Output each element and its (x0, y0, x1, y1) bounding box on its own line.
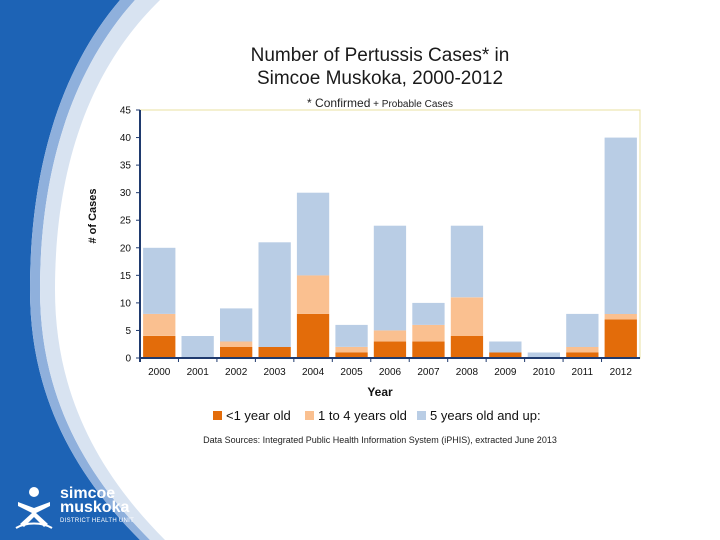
bar-2006-series-2 (373, 225, 407, 331)
y-ticks: 0 5 10 15 20 25 30 35 40 45 (120, 106, 140, 365)
legend: <1 year old 1 to 4 years old 5 years old… (205, 406, 605, 426)
bar-2004-series-1 (296, 275, 330, 314)
bar-2007-series-0 (412, 341, 445, 358)
legend-swatch-under1 (213, 411, 222, 420)
x-tick-label-2009: 2009 (494, 367, 517, 378)
bar-2010-series-2 (527, 352, 560, 358)
logo-unit: DISTRICT HEALTH UNIT (60, 518, 135, 524)
bar-2006-series-0 (373, 341, 407, 358)
x-tick-label-2004: 2004 (302, 367, 325, 378)
simcoe-muskoka-logo: simcoe muskoka DISTRICT HEALTH UNIT (14, 484, 164, 532)
legend-swatch-1to4 (305, 411, 314, 420)
legend-item-under1: <1 year old (213, 408, 291, 423)
legend-label-1to4: 1 to 4 years old (318, 408, 407, 423)
bars (143, 137, 637, 358)
bar-2009-series-2 (489, 341, 522, 353)
x-ticks: 2000 2001 2002 2003 2004 2005 2006 2007 2008 2009… (139, 358, 633, 378)
y-tick-label-20: 20 (120, 243, 132, 254)
data-source-note: Data Sources: Integrated Public Health I… (203, 435, 557, 445)
bar-2007-series-2 (412, 302, 445, 325)
chart-title: Number of Pertussis Cases* in Simcoe Mus… (150, 44, 610, 90)
y-tick-label-25: 25 (120, 216, 132, 227)
bar-2002-series-2 (220, 308, 253, 342)
bar-2011-series-2 (566, 313, 599, 347)
chart-title-line1: Number of Pertussis Cases* in (250, 45, 510, 66)
x-tick-label-2008: 2008 (456, 367, 479, 378)
bar-2000-series-1 (143, 313, 176, 336)
x-tick-label-2012: 2012 (610, 367, 633, 378)
chart-title-line2: Simcoe Muskoka, 2000-2012 (256, 68, 504, 89)
bar-2000-series-0 (143, 336, 176, 358)
bar-2011-series-0 (566, 352, 599, 358)
bar-2001-series-2 (181, 336, 214, 358)
x-tick-label-2000: 2000 (148, 367, 171, 378)
legend-item-5plus: 5 years old and up: (417, 408, 541, 423)
bar-2003-series-2 (258, 242, 291, 347)
y-tick-label-5: 5 (125, 326, 131, 337)
x-tick-label-2003: 2003 (263, 367, 286, 378)
bar-2008-series-0 (450, 336, 484, 358)
y-tick-label-30: 30 (120, 188, 132, 199)
bar-2005-series-2 (335, 324, 368, 347)
y-tick-label-10: 10 (120, 298, 132, 309)
bar-2011-series-1 (566, 347, 599, 353)
bar-2004-series-0 (296, 313, 330, 358)
bar-2007-series-1 (412, 324, 445, 342)
legend-swatch-5plus (417, 411, 426, 420)
bar-2002-series-0 (220, 347, 253, 358)
y-tick-label-15: 15 (120, 271, 132, 282)
bar-2000-series-2 (143, 247, 176, 314)
x-tick-label-2010: 2010 (533, 367, 556, 378)
bar-2012-series-1 (604, 313, 637, 320)
y-tick-label-40: 40 (120, 133, 132, 144)
bar-2006-series-1 (373, 330, 407, 342)
x-tick-label-2007: 2007 (417, 367, 440, 378)
bar-2005-series-1 (335, 347, 368, 353)
bar-2002-series-1 (220, 341, 253, 347)
chart-subtitle: * Confirmed + Probable Cases (250, 96, 510, 110)
bar-2012-series-2 (604, 137, 637, 314)
bar-2008-series-1 (450, 297, 484, 336)
bar-2003-series-0 (258, 347, 291, 358)
bar-2005-series-0 (335, 352, 368, 358)
x-axis-label: Year (367, 385, 393, 399)
legend-label-under1: <1 year old (226, 408, 291, 423)
y-tick-label-35: 35 (120, 161, 132, 172)
y-tick-label-0: 0 (125, 354, 131, 365)
logo-figure-icon (15, 487, 53, 529)
subtitle-probable: + Probable Cases (373, 99, 453, 110)
axes (139, 110, 640, 362)
bar-2012-series-0 (604, 319, 637, 358)
x-tick-label-2011: 2011 (572, 367, 594, 378)
logo-name-line2: muskoka (60, 499, 130, 516)
x-tick-label-2001: 2001 (187, 367, 210, 378)
y-tick-label-45: 45 (120, 106, 132, 117)
legend-label-5plus: 5 years old and up: (430, 408, 541, 423)
bar-2008-series-2 (450, 225, 484, 298)
x-tick-label-2005: 2005 (340, 367, 363, 378)
logo-name-line1: simcoe (60, 485, 116, 502)
bar-2004-series-2 (296, 192, 330, 276)
bar-2009-series-0 (489, 352, 522, 358)
x-tick-label-2006: 2006 (379, 367, 402, 378)
x-tick-label-2002: 2002 (225, 367, 248, 378)
legend-item-1to4: 1 to 4 years old (305, 408, 407, 423)
subtitle-confirmed: * Confirmed (307, 96, 371, 110)
